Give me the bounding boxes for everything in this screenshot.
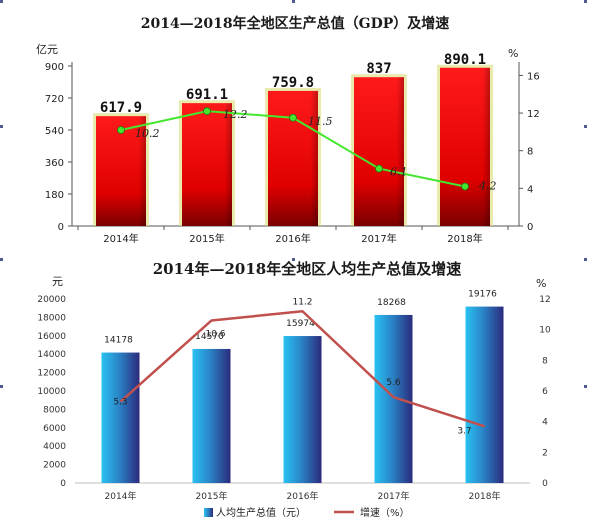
chart1-bar-label: 890.1 (444, 52, 486, 68)
chart1-bar-shade (440, 67, 490, 226)
chart2-right-tick-label: 10 (539, 326, 551, 336)
chart2-title: 2014年—2018年全地区人均生产总值及增速 (153, 260, 462, 278)
chart2-bar-label: 14570 (195, 332, 224, 342)
chart1-growth-point (375, 164, 383, 173)
chart1-left-tick-label: 720 (45, 94, 64, 105)
chart2-left-tick-label: 18000 (37, 313, 66, 323)
chart2-bar (465, 306, 504, 483)
chart2-left-tick-label: 4000 (43, 442, 66, 452)
chart1-growth-label: 6.1 (390, 166, 408, 179)
chart1-left-tick-label: 180 (45, 190, 64, 201)
chart1-left-tick-label: 900 (45, 62, 64, 73)
chart2-growth-label: 5.3 (113, 398, 127, 408)
chart2-bar-label: 14178 (104, 336, 133, 346)
chart2-bar-label: 15974 (286, 319, 315, 329)
chart2-left-unit: 元 (52, 275, 63, 288)
chart1-growth-label: 10.2 (135, 127, 160, 140)
chart2-right-tick-label: 2 (542, 448, 548, 458)
chart2-right-tick-label: 0 (542, 479, 548, 489)
chart2-x-tick-label: 2015年 (196, 490, 228, 502)
chart1-left-tick-label: 0 (58, 222, 64, 233)
chart1-bar-label: 837 (366, 61, 391, 77)
chart1-title: 2014—2018年全地区生产总值（GDP）及增速 (141, 15, 450, 32)
chart2-left-tick-label: 10000 (37, 387, 66, 397)
chart1-bar-label: 759.8 (272, 75, 314, 91)
chart1-right-tick-label: 8 (527, 147, 533, 158)
chart2-left-tick-label: 6000 (43, 424, 66, 434)
chart2-legend-bar-label: 人均生产总值（元） (216, 506, 306, 519)
chart1-growth-label: 4.2 (478, 179, 497, 192)
chart1-left-tick-label: 360 (45, 158, 64, 169)
chart2-right-unit: % (536, 277, 546, 290)
chart2-x-tick-label: 2016年 (287, 490, 319, 502)
chart1-growth-point (289, 113, 297, 122)
chart2-x-tick-label: 2017年 (378, 490, 410, 502)
chart2-right-tick-label: 4 (542, 418, 548, 428)
chart2-legend-line-label: 增速（%） (360, 506, 410, 519)
chart1-right-tick-label: 0 (527, 222, 533, 233)
chart1-left-unit: 亿元 (36, 43, 58, 56)
chart2-x-tick-label: 2018年 (469, 490, 501, 502)
chart1-x-tick-label: 2017年 (361, 232, 396, 245)
chart2-bar-label: 19176 (468, 290, 497, 300)
chart2-bar (101, 352, 140, 483)
chart2-x-tick-label: 2014年 (105, 490, 137, 502)
chart1-bar-shade (268, 90, 318, 227)
chart1-right-tick-label: 4 (527, 184, 533, 195)
chart2-bar (283, 336, 322, 483)
chart1-x-tick-label: 2016年 (275, 232, 310, 245)
chart2-bar (374, 314, 413, 483)
chart1-right-tick-label: 16 (527, 71, 540, 82)
chart1-x-tick-label: 2015年 (189, 232, 224, 245)
chart2-bar (192, 348, 231, 483)
chart1-bar-shade (354, 77, 404, 226)
chart1-growth-label: 11.5 (308, 115, 333, 128)
chart2-left-tick-label: 8000 (43, 405, 66, 415)
chart2-left-tick-label: 20000 (37, 295, 66, 305)
chart1-x-tick-label: 2014年 (103, 232, 138, 245)
chart2-left-tick-label: 16000 (37, 332, 66, 342)
chart2-legend-bar-swatch (204, 508, 213, 517)
chart1-right-unit: % (508, 47, 518, 60)
chart2-growth-label: 11.2 (292, 297, 312, 307)
chart1-x-tick-label: 2018年 (447, 232, 482, 245)
chart2-bar-label: 18268 (377, 298, 406, 308)
chart1-bar-label: 617.9 (100, 100, 142, 116)
chart2-right-tick-label: 8 (542, 356, 548, 366)
chart2-right-tick-label: 6 (542, 387, 548, 397)
chart1-growth-point (117, 126, 125, 134)
chart1-bar-shade (96, 116, 146, 226)
chart2-growth-line (119, 310, 485, 428)
chart2-left-tick-label: 12000 (37, 369, 66, 379)
chart1-growth-point (461, 182, 469, 191)
frame-marks (0, 0, 587, 388)
chart2-left-tick-label: 14000 (37, 350, 66, 360)
chart1-bar-shade (182, 103, 232, 226)
chart2-growth-label: 5.6 (386, 378, 401, 388)
chart1-growth-label: 12.2 (223, 108, 248, 121)
chart1-left-tick-label: 540 (45, 126, 64, 137)
chart2-growth-label: 3.7 (457, 426, 471, 436)
chart1-bar-label: 691.1 (186, 87, 228, 103)
chart2-growth-label: 10.6 (205, 329, 225, 339)
chart1-growth-point (203, 107, 211, 116)
chart2-left-tick-label: 2000 (43, 461, 66, 471)
chart2-left-tick-label: 0 (60, 479, 66, 489)
chart2-right-tick-label: 12 (539, 295, 550, 305)
chart1-right-tick-label: 12 (527, 109, 540, 120)
